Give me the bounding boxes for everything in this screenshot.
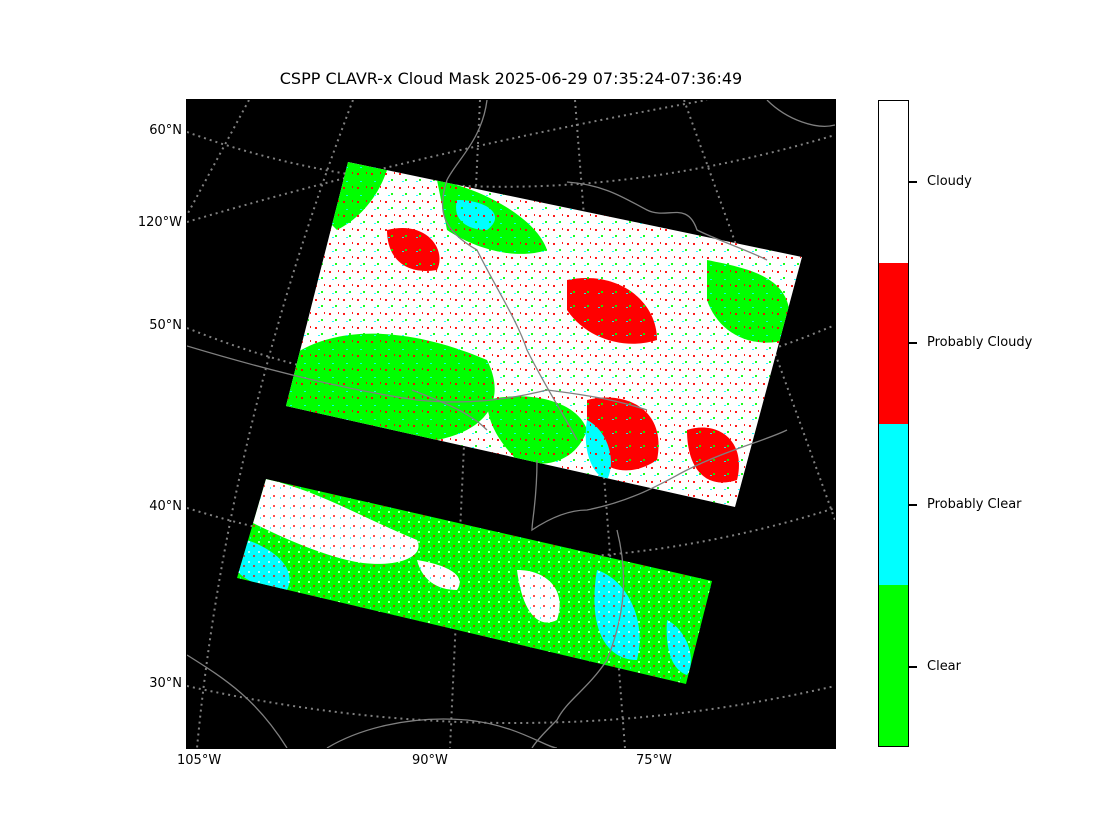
- lon-label-75w: 75°W: [636, 753, 672, 768]
- map-canvas: [187, 100, 835, 748]
- colorbar: [878, 100, 909, 747]
- colorbar-label-probably-clear: Probably Clear: [927, 497, 1022, 512]
- lat-label-40n: 40°N: [149, 499, 182, 514]
- map-title: CSPP CLAVR-x Cloud Mask 2025-06-29 07:35…: [279, 69, 743, 88]
- lat-label-50n: 50°N: [149, 318, 182, 333]
- lon-label-90w: 90°W: [412, 753, 448, 768]
- map-panel: [186, 99, 836, 749]
- coastlines: [187, 100, 835, 748]
- colorbar-tick: [909, 504, 917, 506]
- colorbar-tick: [909, 181, 917, 183]
- lat-label-60n: 60°N: [149, 123, 182, 138]
- colorbar-segment-probably-cloudy: [879, 263, 908, 424]
- colorbar-tick: [909, 342, 917, 344]
- colorbar-segment-probably-clear: [879, 424, 908, 585]
- lat-label-30n: 30°N: [149, 676, 182, 691]
- colorbar-label-probably-cloudy: Probably Cloudy: [927, 335, 1033, 350]
- colorbar-label-clear: Clear: [927, 659, 961, 674]
- colorbar-segment-cloudy: [879, 101, 908, 263]
- colorbar-label-cloudy: Cloudy: [927, 174, 972, 189]
- colorbar-tick: [909, 666, 917, 668]
- cloud-mask-swath-north: [286, 162, 802, 507]
- lon-label-105w: 105°W: [177, 753, 222, 768]
- colorbar-segment-clear: [879, 585, 908, 746]
- lon-label-120w: 120°W: [137, 215, 182, 230]
